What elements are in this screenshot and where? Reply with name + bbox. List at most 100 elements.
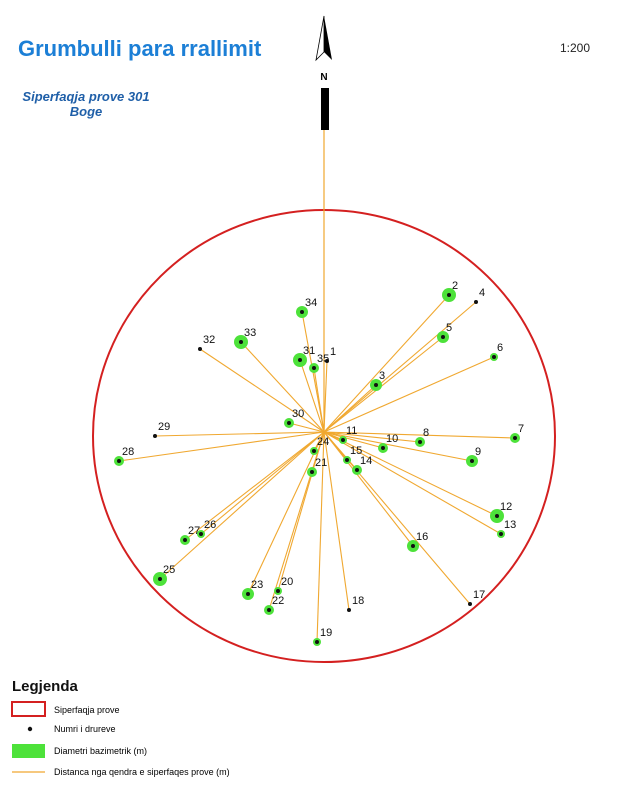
distance-line: [316, 431, 325, 643]
tree-label: 24: [317, 436, 329, 448]
distance-line: [323, 294, 450, 433]
distance-line: [323, 356, 495, 433]
tree-dot: [418, 440, 422, 444]
distance-line: [323, 431, 350, 611]
tree-dot: [347, 608, 351, 612]
tree-label: 17: [473, 589, 485, 601]
tree-label: 16: [416, 531, 428, 543]
distance-line: [323, 360, 328, 433]
distance-line: [159, 431, 325, 580]
tree-label: 4: [479, 287, 485, 299]
tree-dot: [468, 602, 472, 606]
tree-dot: [298, 358, 302, 362]
tree-dot: [312, 366, 316, 370]
distance-line: [199, 348, 325, 433]
tree-dot: [310, 470, 314, 474]
legend-swatch: [27, 726, 33, 732]
distance-line: [154, 431, 325, 437]
tree-dot: [183, 538, 187, 542]
tree-label: 34: [305, 297, 317, 309]
distance-line: [323, 431, 498, 517]
tree-dot: [341, 438, 345, 442]
tree-label: 22: [272, 595, 284, 607]
tree-label: 1: [330, 346, 336, 358]
tree-label: 6: [497, 342, 503, 354]
distance-line: [323, 431, 473, 462]
tree-dot: [325, 359, 329, 363]
tree-label: 19: [320, 627, 332, 639]
tree-label: 26: [204, 519, 216, 531]
place: Boge: [70, 104, 103, 119]
tree-label: 9: [475, 446, 481, 458]
title: Grumbulli para rrallimit: [18, 36, 262, 61]
tree-label: 28: [122, 446, 134, 458]
tree-dot: [158, 577, 162, 581]
subtitle: Siperfaqja prove 301: [22, 89, 149, 104]
tree-dot: [267, 608, 271, 612]
tree-dot: [300, 310, 304, 314]
distance-line: [247, 431, 325, 595]
distance-line: [240, 341, 325, 433]
tree-dot: [499, 532, 503, 536]
legend-item: Distanca nga qendra e siperfaqes prove (…: [54, 767, 230, 777]
distance-line: [323, 431, 516, 439]
tree-label: 21: [315, 457, 327, 469]
tree-dot: [355, 468, 359, 472]
tree-label: 11: [346, 425, 357, 437]
legend-item: Siperfaqja prove: [54, 705, 120, 715]
legend-title: Legjenda: [12, 678, 79, 695]
tree-dot: [315, 640, 319, 644]
tree-label: 32: [203, 334, 215, 346]
tree-dot: [411, 544, 415, 548]
tree-label: 35: [317, 353, 329, 365]
tree-label: 18: [352, 595, 364, 607]
tree-dot: [447, 293, 451, 297]
distance-line: [268, 431, 325, 611]
tree-label: 25: [163, 564, 175, 576]
tree-dot: [199, 532, 203, 536]
tree-dot: [153, 434, 157, 438]
tree-label: 20: [281, 576, 293, 588]
legend-item: Numri i drureve: [54, 724, 116, 734]
tree-dot: [117, 459, 121, 463]
tree-dot: [239, 340, 243, 344]
distance-line: [323, 431, 502, 535]
distance-line: [323, 431, 384, 449]
tree-label: 7: [518, 423, 524, 435]
tree-dot: [287, 421, 291, 425]
tree-label: 5: [446, 322, 452, 334]
tree-dot: [374, 383, 378, 387]
tree-dot: [470, 459, 474, 463]
tree-label: 30: [292, 408, 304, 420]
tree-dot: [246, 592, 250, 596]
tree-label: 12: [500, 501, 512, 513]
legend-swatch: [12, 744, 45, 758]
tree-label: 2: [452, 280, 458, 292]
tree-dot: [198, 347, 202, 351]
tree-label: 14: [360, 455, 372, 467]
tree-dot: [345, 458, 349, 462]
tree-dot: [492, 355, 496, 359]
tree-label: 8: [423, 427, 429, 439]
tree-label: 27: [188, 525, 200, 537]
tree-dot: [495, 514, 499, 518]
tree-label: 15: [350, 445, 362, 457]
tree-label: 29: [158, 421, 170, 433]
tree-label: 23: [251, 579, 263, 591]
tree-dot: [276, 589, 280, 593]
tree-label: 13: [504, 519, 516, 531]
north-arrow: N: [315, 15, 332, 130]
north-label: N: [320, 72, 327, 83]
distance-line: [200, 431, 325, 535]
distance-line: [184, 431, 325, 541]
distance-line: [323, 301, 477, 433]
tree-dot: [381, 446, 385, 450]
distance-line: [313, 367, 325, 433]
tree-label: 10: [386, 433, 398, 445]
distance-line: [323, 431, 421, 443]
distance-line: [323, 336, 444, 433]
tree-label: 31: [303, 345, 315, 357]
legend-swatch: [11, 701, 46, 717]
scale: 1:200: [560, 41, 590, 55]
tree-label: 3: [379, 370, 385, 382]
